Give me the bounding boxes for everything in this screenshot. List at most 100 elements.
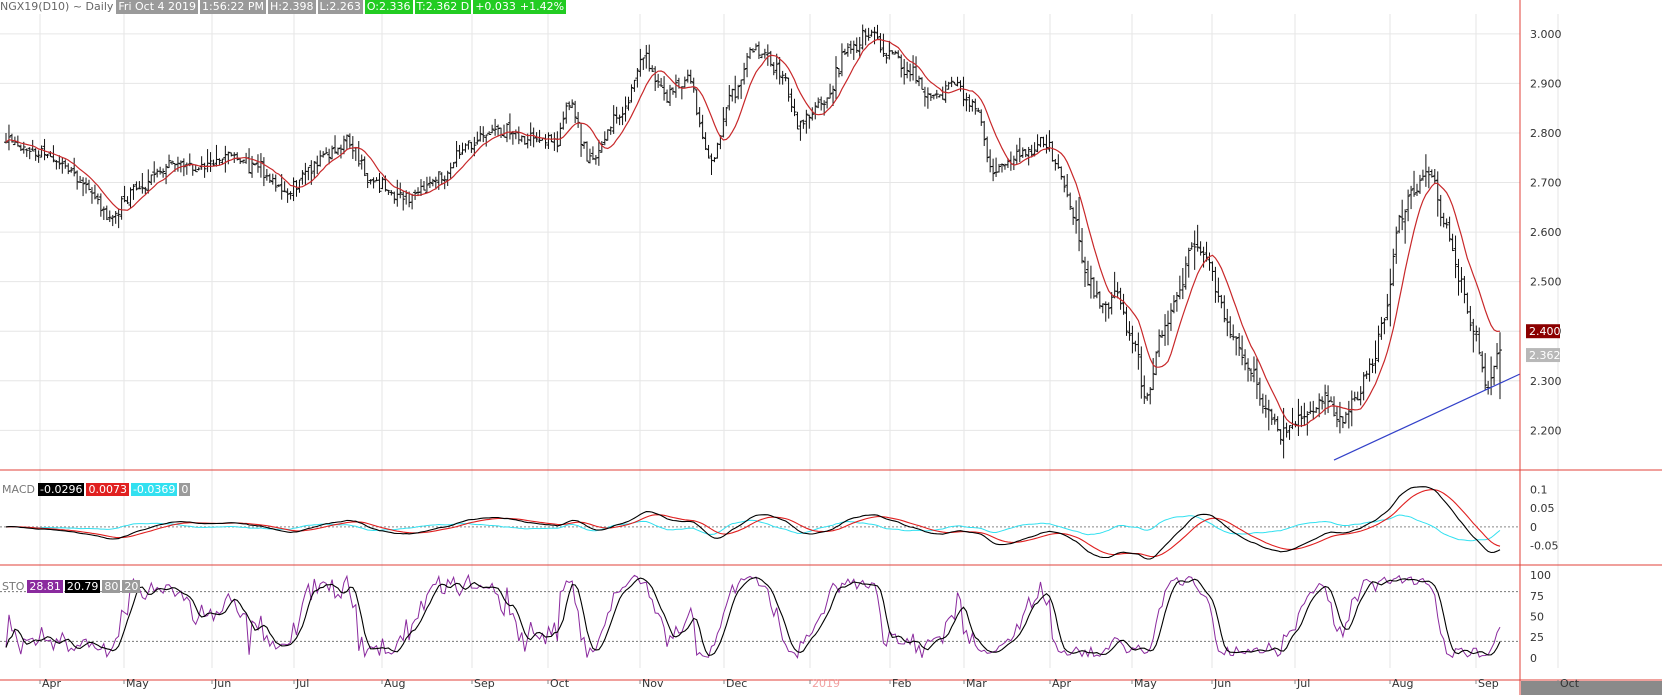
ohlc-bar: [1477, 327, 1482, 355]
ohlc-bar: [665, 89, 670, 103]
ohlc-bar: [285, 188, 290, 203]
ohlc-bar: [167, 154, 172, 169]
price-tick-label: 2.900: [1530, 77, 1562, 90]
ohlc-bar: [762, 48, 767, 59]
ohlc-bar: [368, 179, 373, 185]
ohlc-bar: [967, 94, 972, 112]
ohlc-bar: [134, 181, 139, 191]
moving-average-line: [5, 38, 1501, 427]
ohlc-bar: [659, 77, 664, 87]
ohlc-bar: [801, 119, 806, 129]
ohlc-bar: [170, 160, 174, 165]
ohlc-bar: [587, 148, 592, 164]
chart-header: NGX19(D10) ~ Daily Fri Oct 4 2019 1:56:2…: [0, 0, 568, 14]
ohlc-bar: [522, 136, 527, 145]
ohlc-bar: [1071, 207, 1076, 225]
ohlc-bar: [359, 154, 364, 170]
ohlc-bar: [1432, 168, 1437, 185]
sto-panel: [0, 573, 1520, 660]
d-value-badge: 20.79: [64, 580, 101, 593]
macd-value-badge: -0.0296: [37, 483, 85, 496]
ohlc-bar: [783, 73, 788, 82]
ohlc-bar: [780, 70, 785, 85]
ohlc-bar: [1044, 134, 1049, 154]
ohlc-bar: [1275, 416, 1280, 432]
ohlc-bar: [362, 156, 367, 177]
ohlc-bar: [1308, 401, 1313, 415]
ohlc-bar: [45, 154, 50, 159]
ohlc-bar: [1429, 169, 1434, 178]
ohlc-bar: [318, 150, 323, 167]
ohlc-bar: [1391, 248, 1396, 287]
ohlc-bar: [1471, 318, 1476, 353]
ohlc-bar: [703, 132, 708, 150]
ohlc-bar: [694, 89, 699, 116]
macd-tick-label: 0.1: [1530, 483, 1548, 496]
ohlc-bar: [377, 172, 382, 193]
ohlc-bar: [1166, 310, 1170, 346]
ohlc-bar: [1237, 333, 1242, 356]
ohlc-bar: [943, 80, 948, 103]
ohlc-bar: [137, 181, 142, 190]
ohlc-bar: [1017, 137, 1022, 163]
ohlc-bar: [884, 52, 889, 64]
ohlc-bar: [795, 111, 800, 130]
x-tick-label: Feb: [892, 677, 911, 690]
ohlc-bar: [845, 43, 850, 57]
ohlc-bar: [128, 187, 133, 208]
ohlc-bar: [158, 166, 163, 175]
ohlc-bar: [739, 79, 744, 99]
x-tick-label: Jul: [1296, 677, 1310, 690]
ohlc-bar: [1020, 147, 1025, 158]
ohlc-bar: [33, 148, 38, 161]
ohlc-bar: [549, 134, 554, 143]
ohlc-bar: [321, 151, 326, 158]
ohlc-bar: [60, 157, 65, 174]
high-badge: H:2.398: [268, 0, 316, 14]
ohlc-bar: [851, 40, 856, 60]
zero-badge: 0: [179, 483, 191, 496]
x-tick-label: Sep: [474, 677, 495, 690]
price-tick-label: 2.600: [1530, 226, 1562, 239]
ohlc-bar: [697, 107, 702, 128]
ohlc-bar: [682, 76, 687, 88]
ohlc-bar: [914, 56, 919, 84]
ohlc-bar: [421, 180, 426, 191]
ohlc-bar: [294, 180, 299, 197]
ohlc-bar: [1011, 155, 1016, 171]
ohlc-bar: [122, 185, 127, 203]
ohlc-bar: [510, 130, 515, 145]
ohlc-bar: [1118, 287, 1123, 310]
ohlc-bar: [668, 84, 672, 107]
ohlc-bar: [644, 44, 649, 69]
ohlc-bar: [875, 24, 880, 40]
ohlc-bar: [596, 139, 601, 166]
ohlc-bar: [964, 92, 969, 112]
x-tick-label: Nov: [642, 677, 664, 690]
ohlc-bar: [457, 144, 462, 159]
ohlc-bar: [1317, 393, 1322, 418]
ohlc-bar: [647, 44, 652, 72]
ohlc-bar: [1127, 321, 1132, 341]
ohlc-bar: [816, 97, 821, 109]
ohlc-bar: [131, 184, 136, 200]
ohlc-bar: [113, 211, 118, 224]
last-value-tag: 2.362: [1526, 348, 1561, 363]
ohlc-bar: [190, 163, 195, 176]
ohlc-bar: [985, 136, 990, 163]
ohlc-bar: [854, 37, 859, 53]
ohlc-bar: [81, 177, 86, 197]
ohlc-bar: [733, 75, 738, 104]
low-badge: L:2.263: [317, 0, 363, 14]
ohlc-bar: [42, 138, 47, 161]
ohlc-bar: [774, 53, 779, 80]
ohlc-bar: [688, 69, 693, 84]
last-tag-bg: [1526, 348, 1560, 363]
ohlc-bar: [1367, 358, 1372, 382]
sto-tick-label: 0: [1530, 652, 1537, 665]
macd-tick-label: 0.05: [1530, 502, 1555, 515]
ohlc-bar: [125, 196, 130, 205]
ohlc-bar: [736, 84, 741, 100]
ohlc-bar: [1240, 335, 1245, 366]
sto-tick-label: 50: [1530, 611, 1544, 624]
